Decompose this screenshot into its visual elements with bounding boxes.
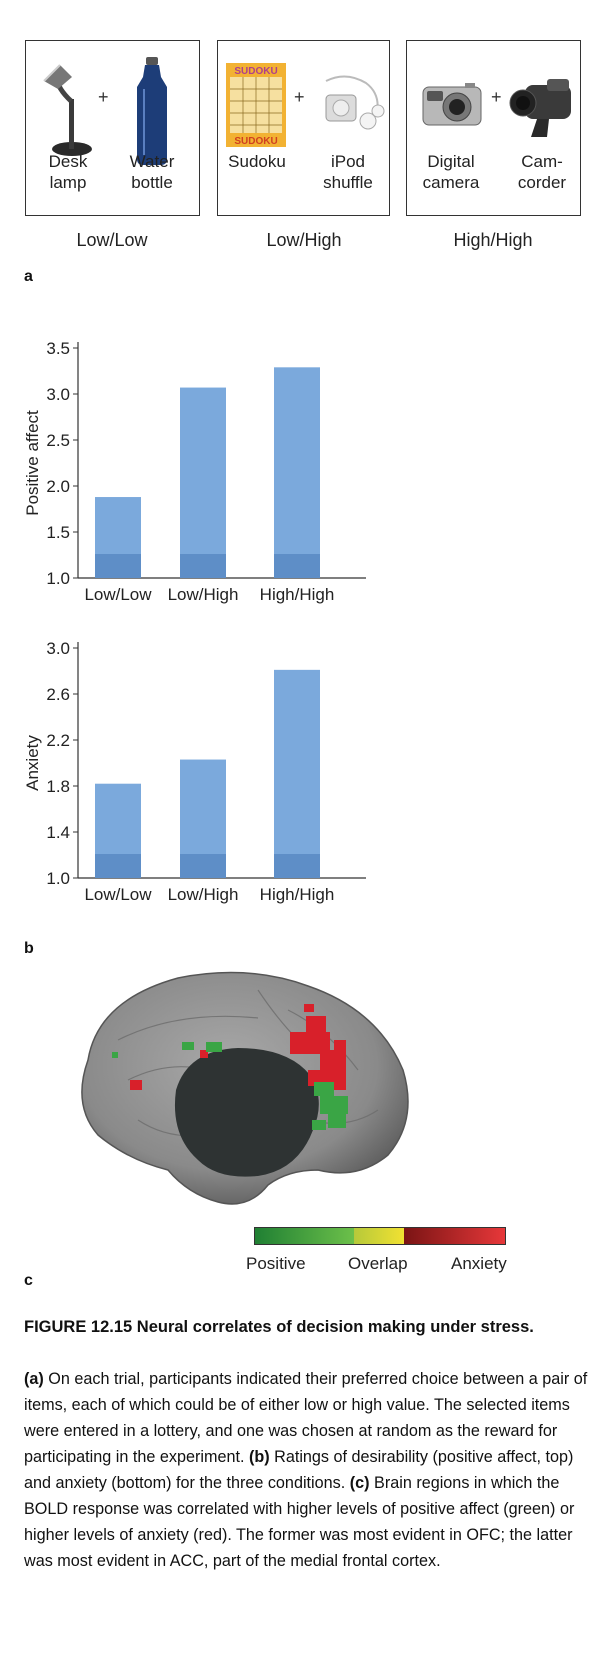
bar-base-band <box>180 554 226 578</box>
caption-label-b: (b) <box>248 1448 270 1466</box>
figure-title: FIGURE 12.15 Neural correlates of decisi… <box>24 1318 534 1336</box>
bar <box>180 387 226 578</box>
legend-positive-swatch <box>254 1227 354 1245</box>
item-pair-box-high-high: + Digital camera Cam- corder <box>406 40 581 216</box>
item-label-digital-camera: Digital camera <box>422 152 480 192</box>
y-tick-label: 2.0 <box>46 477 70 496</box>
bar-base-band <box>95 554 141 578</box>
y-tick-label: 2.6 <box>46 685 70 704</box>
caption-text-a: On each trial, participants indicated th… <box>24 1370 588 1466</box>
x-tick-label: Low/High <box>168 585 239 604</box>
y-tick-label: 3.0 <box>46 639 70 658</box>
caption-text-c: Brain regions in which the BOLD response… <box>24 1474 575 1570</box>
chart-positive-affect: 1.0 1.5 2.0 2.5 3.0 3.5 Positive affect Low/Low… <box>23 339 366 604</box>
caption-text-b: Ratings of desirability (positive affect… <box>24 1448 574 1492</box>
y-tick-label: 3.0 <box>46 385 70 404</box>
plus-sign: + <box>98 87 109 107</box>
sudoku-book-image: SUDOKU SUDOKU <box>226 63 286 147</box>
panel-label-b: b <box>24 940 34 957</box>
y-axis-label: Positive affect <box>23 410 42 516</box>
legend-label-positive: Positive <box>246 1254 306 1273</box>
y-tick-label: 2.2 <box>46 731 70 750</box>
water-bottle-image <box>137 57 167 165</box>
panel-label-c: c <box>24 1272 33 1289</box>
item-pair-box-low-low: + Desk lamp Water bottle <box>25 40 200 216</box>
x-tick-label: Low/Low <box>84 885 152 904</box>
y-tick-label: 1.8 <box>46 777 70 796</box>
legend-label-overlap: Overlap <box>348 1254 408 1273</box>
bar <box>274 669 320 878</box>
bar-base-band <box>180 854 226 878</box>
y-tick-label: 1.5 <box>46 523 70 542</box>
item-label-water-bottle: Water bottle <box>129 152 175 192</box>
condition-label-high-high: High/High <box>453 230 533 250</box>
camcorder-image <box>509 79 571 137</box>
plus-sign: + <box>491 87 502 107</box>
caption-label-c: (c) <box>349 1474 370 1492</box>
legend-color-bar <box>254 1227 506 1245</box>
bar-base-band <box>95 854 141 878</box>
item-label-camcorder: Cam- corder <box>517 152 567 192</box>
sudoku-cover-text-top: SUDOKU <box>234 66 277 77</box>
y-tick-label: 2.5 <box>46 431 70 450</box>
ipod-shuffle-image <box>325 75 385 130</box>
y-tick-label: 3.5 <box>46 339 70 358</box>
condition-label-low-high: Low/High <box>266 230 342 250</box>
digital-camera-image <box>422 83 482 126</box>
sudoku-cover-text-bottom: SUDOKU <box>234 136 277 147</box>
item-pair-box-low-high: SUDOKU SUDOKU + Sudoku iPod shuffle <box>217 40 390 216</box>
figure-caption: (a) On each trial, participants indicate… <box>24 1366 592 1574</box>
y-axis-label: Anxiety <box>23 735 42 791</box>
bar <box>274 367 320 578</box>
item-label-desk-lamp: Desk lamp <box>48 152 88 192</box>
legend-label-anxiety: Anxiety <box>451 1254 507 1273</box>
bar-base-band <box>274 554 320 578</box>
y-tick-label: 1.4 <box>46 823 70 842</box>
condition-label-low-low: Low/Low <box>76 230 148 250</box>
y-tick-label: 1.0 <box>46 569 70 588</box>
x-tick-label: High/High <box>260 585 335 604</box>
caption-label-a: (a) <box>24 1370 44 1388</box>
panel-label-a: a <box>24 268 33 285</box>
desk-lamp-image <box>43 64 92 156</box>
item-label-ipod-shuffle: iPod shuffle <box>323 152 373 192</box>
bar-base-band <box>274 854 320 878</box>
item-label-sudoku: Sudoku <box>228 152 286 171</box>
brain-medial-surface-image <box>81 971 409 1205</box>
plus-sign: + <box>294 87 305 107</box>
legend-overlap-swatch <box>354 1227 404 1245</box>
legend-anxiety-swatch <box>404 1227 506 1245</box>
x-tick-label: Low/Low <box>84 585 152 604</box>
x-tick-label: High/High <box>260 885 335 904</box>
x-tick-label: Low/High <box>168 885 239 904</box>
chart-anxiety: 1.0 1.4 1.8 2.2 2.6 3.0 Anxiety Low/Low Low/High… <box>23 639 366 904</box>
y-tick-label: 1.0 <box>46 869 70 888</box>
